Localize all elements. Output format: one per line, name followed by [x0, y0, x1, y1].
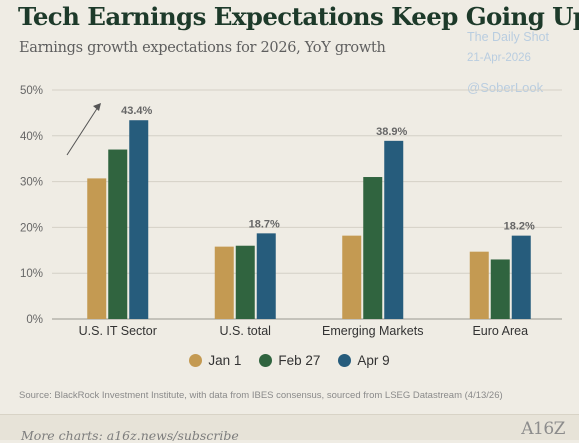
legend-item-jan1: Jan 1: [189, 353, 241, 368]
a16z-logo: A16Z: [521, 419, 565, 439]
y-tick-label-50: 50%: [20, 85, 43, 97]
legend-swatch-jan1: [189, 354, 203, 367]
chart-subtitle: Earnings growth expectations for 2026, Y…: [19, 40, 386, 56]
legend-item-feb27: Feb 27: [259, 353, 320, 368]
data-label-0: 43.4%: [121, 105, 152, 117]
bar-3-0: [469, 251, 489, 319]
y-tick-label-10: 10%: [20, 268, 43, 280]
legend-item-apr9: Apr 9: [338, 353, 390, 368]
trend-arrow-head: [93, 103, 101, 111]
category-label-0: U.S. IT Sector: [79, 324, 157, 338]
bar-3-2: [511, 235, 531, 319]
more-charts-link[interactable]: More charts: a16z.news/subscribe: [21, 428, 239, 443]
y-tick-label-0: 0%: [26, 314, 43, 326]
legend-label-apr9: Apr 9: [357, 353, 390, 368]
bar-3-1: [490, 259, 510, 319]
legend-swatch-feb27: [259, 354, 273, 367]
bar-1-2: [256, 233, 276, 319]
bar-0-0: [87, 178, 107, 319]
category-label-3: Euro Area: [472, 324, 528, 338]
data-label-2: 38.9%: [376, 126, 407, 138]
source-note: Source: BlackRock Investment Institute, …: [19, 390, 503, 401]
bar-0-2: [129, 120, 149, 319]
watermark-date: 21-Apr-2026: [467, 52, 531, 64]
bar-2-0: [342, 235, 362, 319]
legend-swatch-apr9: [338, 354, 352, 367]
watermark-source: The Daily Shot: [467, 30, 549, 44]
bar-0-1: [108, 149, 128, 319]
legend-label-jan1: Jan 1: [208, 353, 242, 368]
bar-1-0: [214, 246, 234, 319]
footer-bar: More charts: a16z.news/subscribe A16Z: [0, 414, 579, 443]
category-label-2: Emerging Markets: [322, 324, 423, 338]
legend: Jan 1 Feb 27 Apr 9: [0, 353, 579, 368]
y-tick-label-20: 20%: [20, 222, 43, 234]
trend-arrow-line: [66, 106, 99, 156]
bar-1-1: [235, 245, 255, 319]
y-tick-label-30: 30%: [20, 177, 43, 189]
data-label-3: 18.2%: [504, 221, 535, 233]
y-tick-label-40: 40%: [20, 131, 43, 143]
bar-2-2: [384, 140, 404, 319]
bar-2-1: [363, 177, 383, 319]
category-label-1: U.S. total: [220, 324, 271, 338]
bar-chart: 0% 10% 20% 30% 40% 50% 43.4% U.S. IT Sector 18.7…: [20, 85, 562, 338]
data-label-1: 18.7%: [249, 218, 280, 230]
chart-title: Tech Earnings Expectations Keep Going Up: [18, 2, 579, 31]
watermark-handle: @SoberLook: [467, 80, 544, 95]
legend-label-feb27: Feb 27: [278, 353, 321, 368]
